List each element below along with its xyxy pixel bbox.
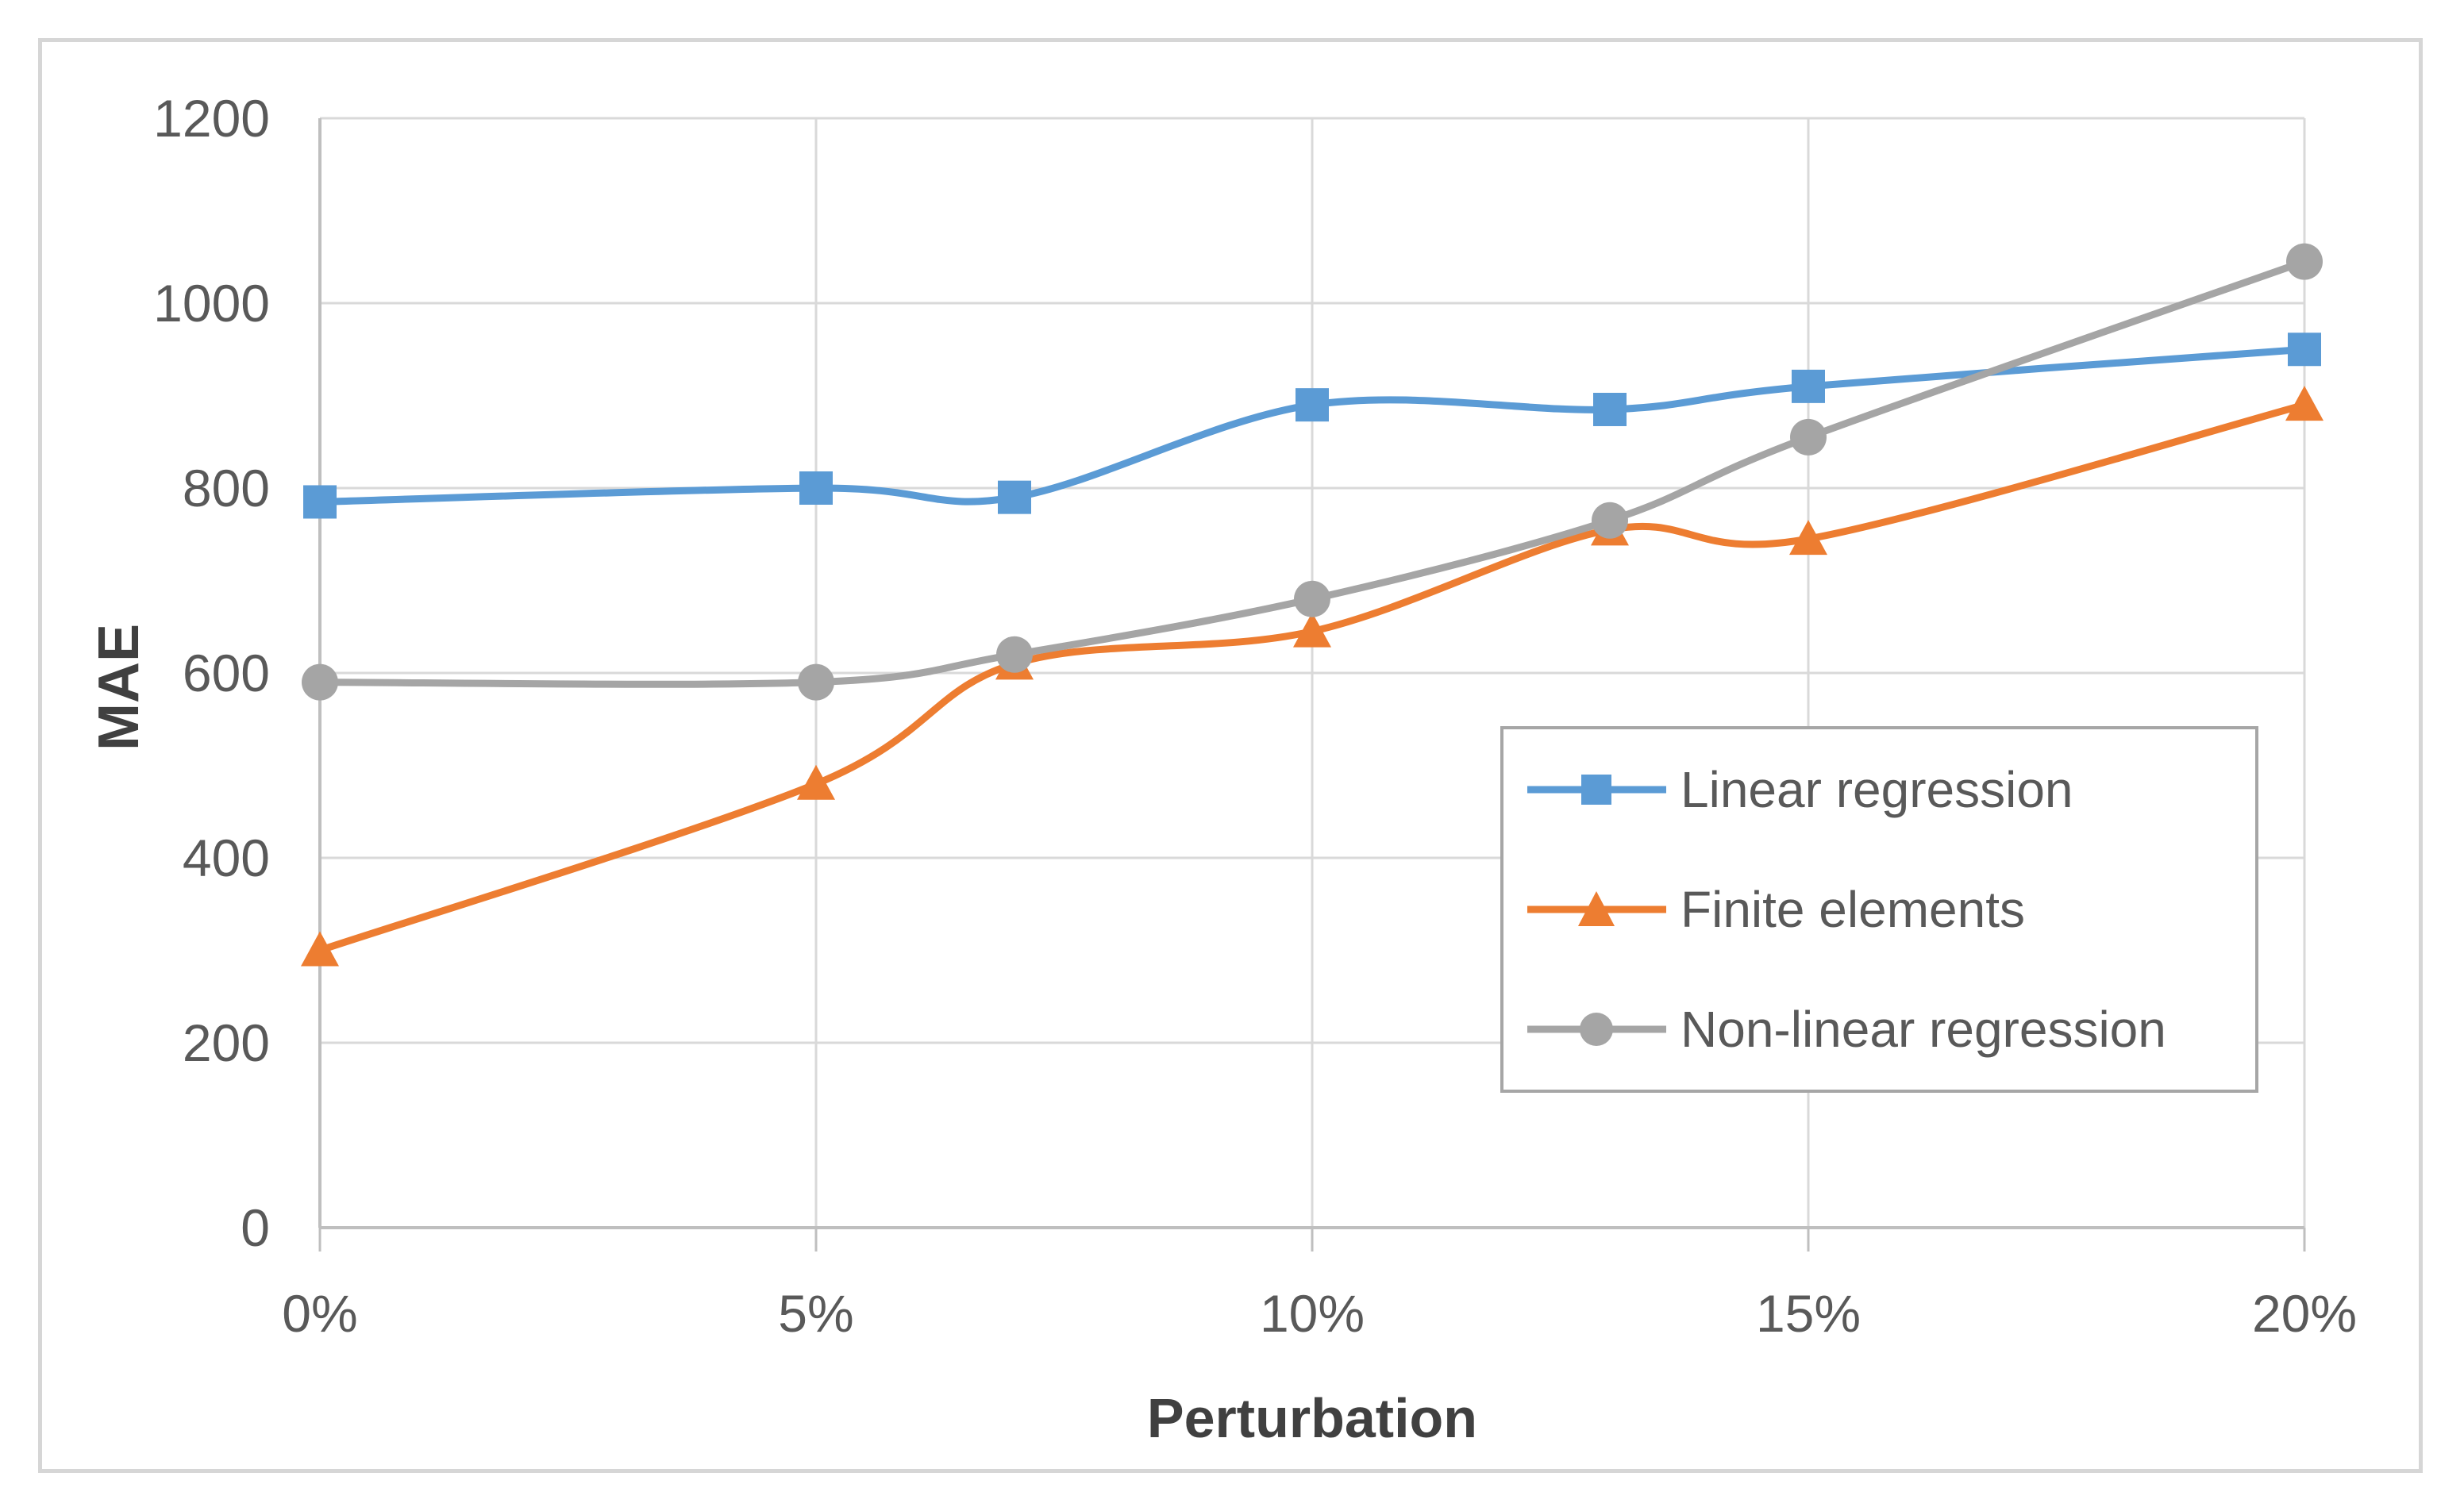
legend-item-linear-regression: Linear regression	[1527, 750, 2255, 829]
x-tick-label: 10%	[1259, 1284, 1365, 1343]
marker-circle	[996, 636, 1033, 673]
y-tick-label: 200	[182, 1013, 270, 1072]
x-tick-label: 20%	[2251, 1284, 2358, 1343]
marker-square	[998, 480, 1031, 514]
y-tick-label: 1000	[153, 274, 270, 333]
legend: Linear regression Finite elements Non-li…	[1500, 726, 2258, 1093]
marker-circle	[302, 663, 338, 701]
marker-triangle	[1293, 612, 1331, 648]
legend-item-finite-elements: Finite elements	[1527, 870, 2255, 949]
y-tick-label: 600	[182, 644, 270, 702]
marker-circle	[1592, 502, 1628, 539]
y-axis-title: MAE	[87, 624, 151, 751]
marker-circle	[1790, 418, 1827, 456]
marker-square	[1296, 388, 1329, 422]
y-tick-label: 400	[182, 829, 270, 887]
x-tick-label: 15%	[1755, 1284, 1861, 1343]
legend-label: Non-linear regression	[1681, 1001, 2166, 1059]
y-tick-label: 800	[182, 459, 270, 517]
marker-triangle	[2285, 386, 2323, 421]
x-tick-label: 5%	[778, 1284, 854, 1343]
marker-triangle	[301, 931, 339, 967]
marker-circle	[1294, 580, 1330, 617]
legend-marker-square-icon	[1527, 774, 1666, 805]
marker-square	[1593, 392, 1627, 426]
legend-item-non-linear-regression: Non-linear regression	[1527, 990, 2255, 1069]
y-tick-label: 1200	[153, 89, 270, 148]
marker-circle	[798, 663, 834, 701]
marker-square	[2288, 333, 2321, 367]
marker-circle	[2286, 243, 2323, 280]
marker-triangle	[1789, 520, 1827, 556]
legend-label: Linear regression	[1681, 760, 2073, 818]
x-tick-label: 0%	[282, 1284, 358, 1343]
legend-marker-triangle-icon	[1527, 890, 1666, 926]
legend-label: Finite elements	[1681, 880, 2025, 938]
marker-square	[799, 471, 833, 505]
x-axis-title: Perturbation	[1146, 1387, 1478, 1449]
marker-triangle	[797, 764, 835, 800]
marker-square	[1792, 369, 1825, 403]
y-tick-label: 0	[241, 1198, 270, 1257]
legend-marker-circle-icon	[1527, 1013, 1666, 1047]
marker-square	[303, 485, 337, 519]
